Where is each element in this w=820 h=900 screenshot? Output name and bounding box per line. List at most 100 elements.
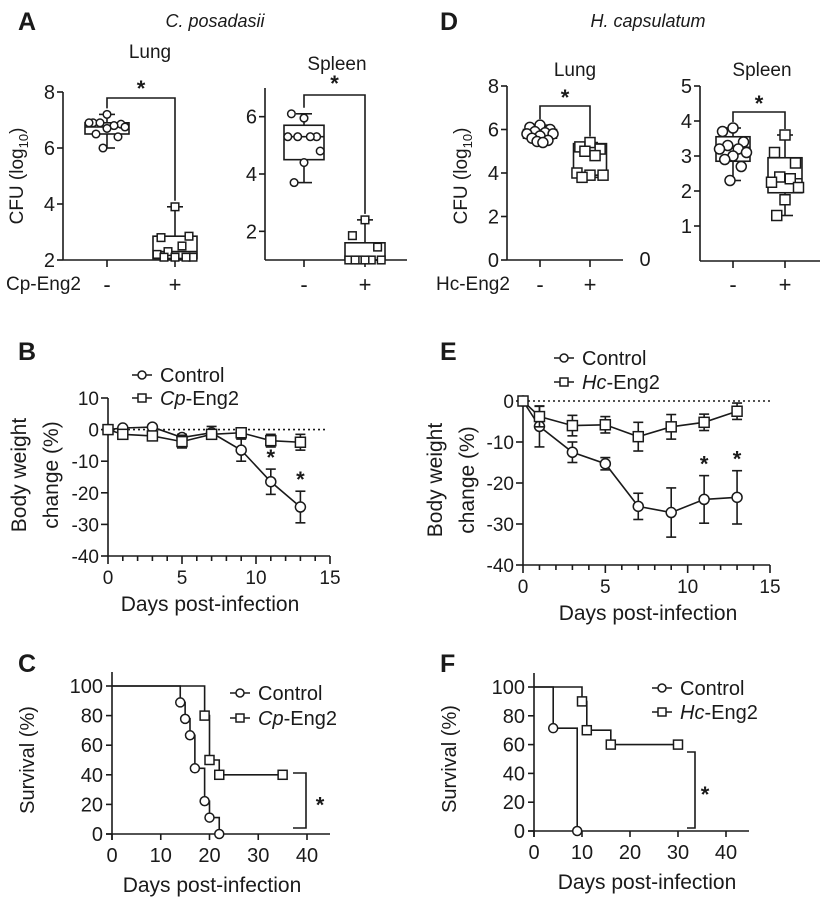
data-point <box>716 125 729 138</box>
data-point <box>727 122 739 134</box>
y-tick-label: -40 <box>72 547 99 568</box>
x-tick-label: 10 <box>571 842 593 864</box>
data-point <box>175 697 186 708</box>
data-point <box>205 428 218 441</box>
series-line <box>522 400 738 514</box>
data-point <box>305 132 315 142</box>
x-axis-label: Cp-Eng2 <box>6 274 81 295</box>
x-tick-label: 10 <box>150 845 172 867</box>
data-point <box>294 436 307 448</box>
data-point <box>170 252 180 262</box>
y-tick-label: 1 <box>681 216 692 238</box>
category-label: + <box>169 272 182 297</box>
x-tick-label: 5 <box>177 568 188 589</box>
legend-label: Cp-Eng2 <box>258 708 337 730</box>
data-point <box>102 109 112 119</box>
chart-title: Spleen <box>732 60 791 81</box>
data-point <box>283 132 293 142</box>
data-point <box>597 169 609 181</box>
data-point <box>547 722 559 734</box>
y-axis-label: change (%) <box>40 421 63 528</box>
y-tick-label: -10 <box>72 452 99 473</box>
significance-bracket <box>687 751 696 829</box>
legend-marker <box>137 393 147 403</box>
data-point <box>576 696 588 707</box>
y-tick-label: 0 <box>92 824 103 846</box>
data-point <box>724 174 736 187</box>
x-tick-label: 40 <box>296 845 318 867</box>
data-point <box>768 146 781 159</box>
data-point <box>360 255 370 265</box>
y-tick-label: 0 <box>488 250 499 272</box>
y-tick-label: 0 <box>503 392 514 413</box>
y-tick-label: 5 <box>681 76 692 98</box>
data-point <box>599 457 612 470</box>
chart-title: Lung <box>129 42 171 63</box>
data-point <box>102 423 114 436</box>
y-tick-label: 6 <box>246 107 257 129</box>
y-tick-label: 2 <box>488 207 499 229</box>
data-point <box>581 724 593 736</box>
category-label: - <box>536 272 543 297</box>
y-tick-label: 3 <box>681 146 692 168</box>
significance-star: * <box>733 447 742 472</box>
significance-star: * <box>267 445 276 470</box>
data-point <box>771 209 783 222</box>
data-point <box>214 769 225 781</box>
data-point <box>113 132 123 142</box>
panel-letter: B <box>18 338 36 366</box>
data-point <box>277 769 288 781</box>
organism-label: H. capsulatum <box>590 11 705 31</box>
data-point <box>632 430 645 443</box>
x-tick-label: 0 <box>518 577 529 598</box>
data-point <box>289 178 299 188</box>
y-tick-label: -20 <box>487 474 514 495</box>
x-tick-label: 0 <box>106 845 117 867</box>
legend-marker <box>235 688 245 698</box>
x-axis-label: Days post-infection <box>121 593 300 616</box>
significance-bracket <box>732 111 786 129</box>
x-tick-label: 15 <box>319 568 340 589</box>
panel-letter: C <box>18 650 36 678</box>
data-point <box>360 215 370 225</box>
data-point <box>235 444 247 456</box>
significance-bracket <box>106 97 176 201</box>
x-tick-label: 20 <box>198 845 220 867</box>
legend-label: Hc-Eng2 <box>680 702 758 724</box>
data-point <box>299 113 309 123</box>
data-point <box>98 143 108 153</box>
data-point <box>665 421 677 433</box>
y-tick-label: 6 <box>488 120 499 142</box>
x-tick-label: 15 <box>759 577 780 598</box>
y-tick-label: -30 <box>487 515 514 536</box>
data-point <box>566 419 579 432</box>
data-point <box>779 194 791 206</box>
significance-star: * <box>316 793 325 818</box>
data-point <box>719 153 731 166</box>
data-point <box>199 710 210 721</box>
legend-label: Control <box>582 348 646 370</box>
legend-label: Hc-Eng2 <box>582 372 660 394</box>
significance-star: * <box>701 782 710 807</box>
data-point <box>589 149 601 162</box>
data-point <box>181 252 191 262</box>
y-tick-label: -40 <box>487 556 514 577</box>
data-point <box>350 255 360 265</box>
category-label: + <box>359 272 372 297</box>
data-point <box>533 410 546 423</box>
data-point <box>517 395 529 407</box>
legend-marker <box>657 707 667 717</box>
y-axis-label: CFU (log10) <box>451 128 475 225</box>
legend-marker <box>657 683 667 693</box>
significance-star: * <box>700 452 709 477</box>
y-axis-label: Survival (%) <box>439 705 461 813</box>
panel-letter: D <box>440 8 458 36</box>
data-point <box>204 754 215 766</box>
data-point <box>347 231 357 241</box>
legend-marker <box>559 353 569 363</box>
legend-label: Control <box>258 683 322 705</box>
data-point <box>189 763 201 774</box>
data-point <box>792 181 805 194</box>
data-point <box>117 428 129 441</box>
legend-label: Control <box>680 678 744 700</box>
